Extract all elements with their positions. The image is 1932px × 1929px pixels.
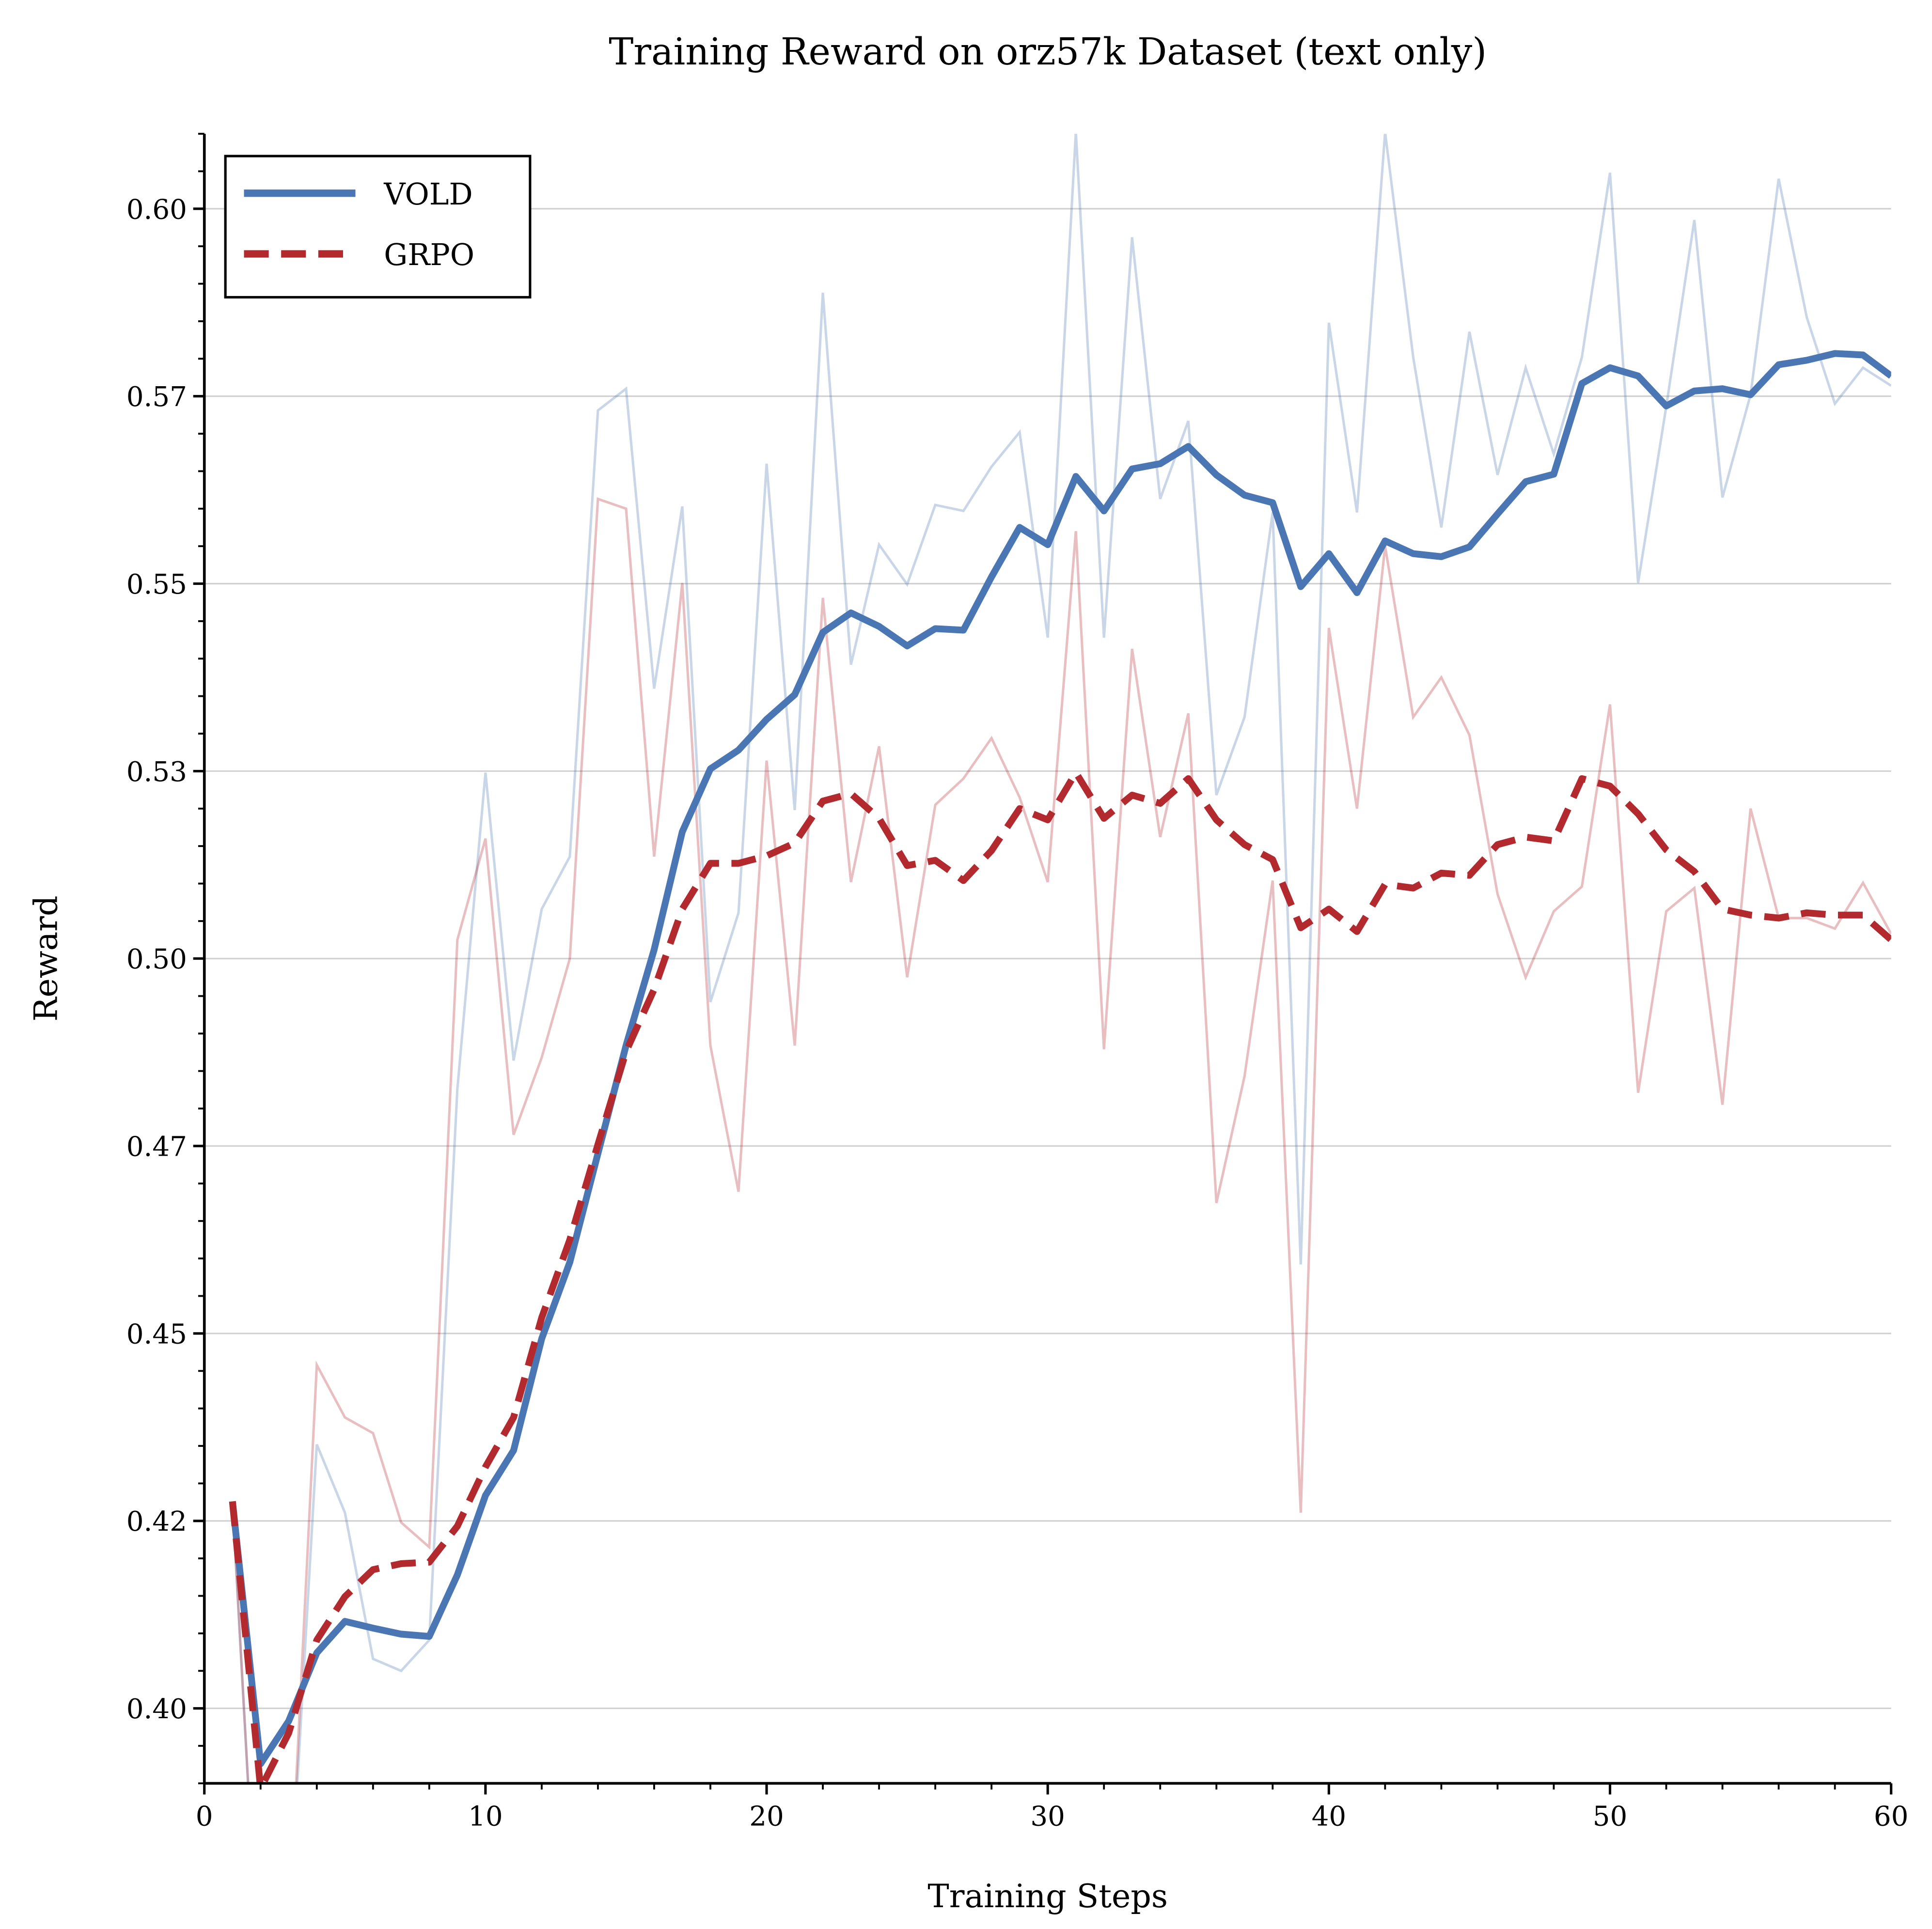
x-axis-label: Training Steps — [927, 1877, 1168, 1915]
x-tick-label: 0 — [196, 1801, 213, 1832]
y-tick-label: 0.42 — [126, 1506, 187, 1537]
y-tick-label: 0.50 — [126, 944, 187, 975]
gridlines — [204, 208, 1891, 1709]
y-axis-label: Reward — [27, 895, 65, 1021]
raw-series — [231, 134, 1891, 1784]
grpo-raw-line — [231, 497, 1891, 1784]
y-tick-label: 0.60 — [126, 194, 187, 225]
chart-title: Training Reward on orz57k Dataset (text … — [609, 31, 1487, 74]
y-tick-label: 0.55 — [126, 569, 187, 600]
x-tick-label: 30 — [1030, 1801, 1065, 1832]
y-tick-label: 0.47 — [126, 1131, 187, 1163]
legend-grpo-label: GRPO — [384, 238, 474, 272]
x-tick-label: 10 — [468, 1801, 503, 1832]
x-tick-label: 50 — [1593, 1801, 1628, 1832]
vold-smoothed-line — [229, 350, 1891, 1768]
legend-vold-label: VOLD — [383, 177, 472, 212]
smoothed-series — [229, 350, 1891, 1784]
y-tick-label: 0.53 — [126, 756, 187, 788]
legend: VOLD GRPO — [224, 155, 532, 299]
x-tick-label: 60 — [1874, 1801, 1909, 1832]
y-tick-label: 0.45 — [126, 1318, 187, 1350]
grpo-smoothed-line — [229, 769, 1891, 1784]
axes: 0.40 0.42 0.45 0.47 0.50 0.53 0.55 0.57 0.60 0 10 2… — [126, 133, 1909, 1832]
y-tick-label: 0.40 — [126, 1694, 187, 1725]
y-tick-label: 0.57 — [126, 381, 187, 413]
vold-raw-line — [231, 134, 1891, 1784]
x-tick-label: 40 — [1312, 1801, 1347, 1832]
x-tick-label: 20 — [749, 1801, 784, 1832]
